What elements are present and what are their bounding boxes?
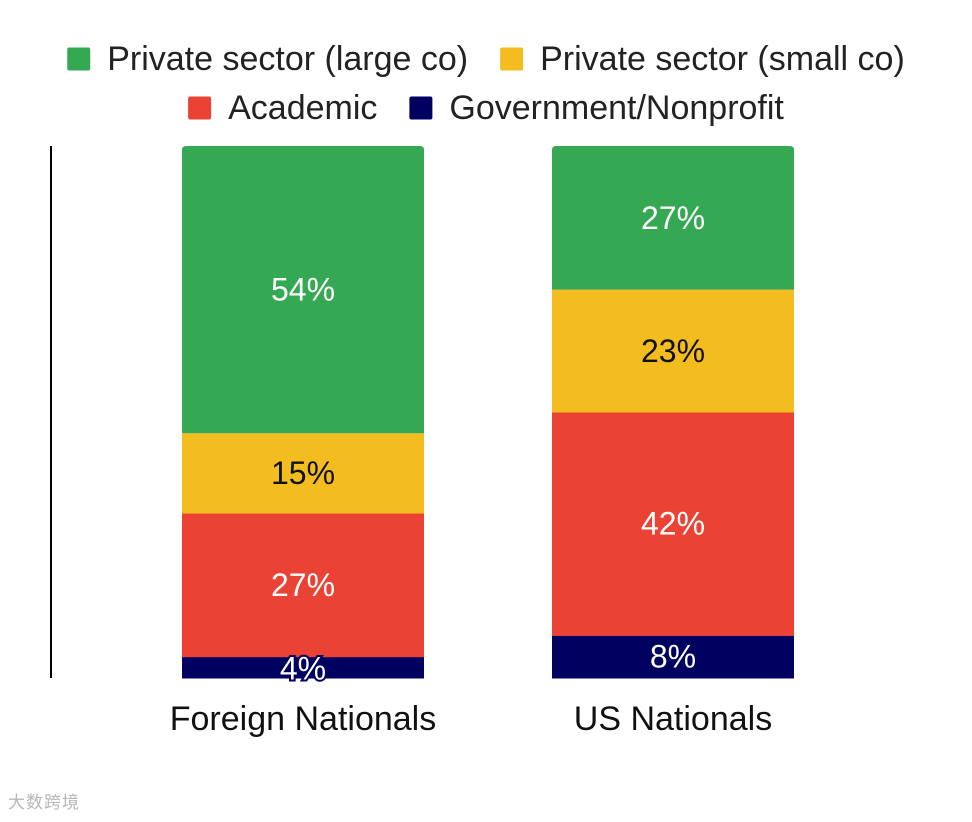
data-label-foreign-nationals-private-sector-small-co: 15% [271, 455, 335, 491]
x-tick-label-foreign-nationals: Foreign Nationals [170, 700, 436, 738]
data-label-us-nationals-academic: 42% [641, 506, 705, 542]
data-label-us-nationals-private-sector-large-co: 27% [641, 200, 705, 236]
bar-foreign-nationals-government-nonprofit [182, 656, 424, 679]
legend-swatch-private-sector-large-co [67, 47, 91, 71]
legend-label-government-nonprofit: Government/Nonprofit [449, 89, 784, 127]
legend-swatch-academic [188, 96, 212, 120]
legend-label-private-sector-large-co: Private sector (large co) [107, 40, 468, 78]
bar-us-nationals-government-nonprofit [552, 635, 794, 679]
legend: Private sector (large co) Private sector … [67, 40, 905, 127]
bar-us-nationals-academic [552, 412, 794, 636]
bar-foreign-nationals-academic [182, 513, 424, 658]
bar-us-nationals-private-sector-small-co [552, 289, 794, 413]
data-label-foreign-nationals-government-nonprofit: 4% [280, 650, 326, 686]
legend-label-private-sector-small-co: Private sector (small co) [540, 40, 905, 78]
category-labels: Foreign Nationals US Nationals [170, 700, 772, 738]
watermark: 大数跨境 [8, 793, 80, 813]
bars: 4% 27% 15% 54% 8% 42% 23% 27% [182, 146, 794, 688]
bar-foreign-nationals-private-sector-large-co [182, 146, 424, 434]
bar-us-nationals-private-sector-large-co [552, 146, 794, 290]
data-label-foreign-nationals-private-sector-large-co: 54% [271, 272, 335, 308]
data-label-us-nationals-private-sector-small-co: 23% [641, 333, 705, 369]
data-label-foreign-nationals-academic: 27% [271, 567, 335, 603]
x-tick-label-us-nationals: US Nationals [574, 700, 772, 738]
bar-foreign-nationals-private-sector-small-co [182, 433, 424, 514]
legend-swatch-private-sector-small-co [500, 47, 524, 71]
legend-swatch-government-nonprofit [409, 96, 433, 120]
data-label-us-nationals-government-nonprofit: 8% [650, 639, 696, 675]
legend-label-academic: Academic [228, 89, 377, 127]
